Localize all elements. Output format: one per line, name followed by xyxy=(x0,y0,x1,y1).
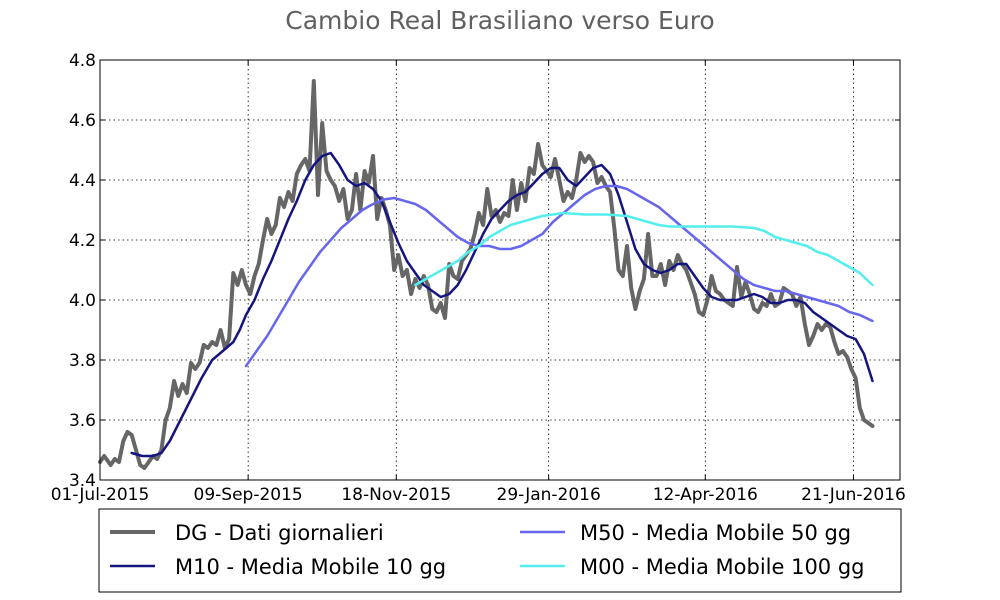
y-tick-label: 3.4 xyxy=(69,471,96,491)
y-tick-label: 4.8 xyxy=(69,51,96,71)
x-tick-label: 09-Sep-2015 xyxy=(194,485,303,505)
chart-title: Cambio Real Brasiliano verso Euro xyxy=(285,6,714,35)
x-tick-label: 21-Jun-2016 xyxy=(801,485,906,505)
y-tick-label: 3.8 xyxy=(69,351,96,371)
y-tick-label: 4.4 xyxy=(69,171,96,191)
y-tick-label: 4.6 xyxy=(69,111,96,131)
series-line-m10 xyxy=(130,151,874,458)
series-line-m50 xyxy=(244,184,874,368)
legend-label-m00: M00 - Media Mobile 100 gg xyxy=(580,555,865,579)
x-tick-label: 29-Jan-2016 xyxy=(497,485,601,505)
plot-frame xyxy=(99,59,901,481)
series-line-m00 xyxy=(414,211,874,287)
y-tick-label: 3.6 xyxy=(69,411,96,431)
grid xyxy=(100,60,900,480)
legend-box xyxy=(98,508,902,593)
legend-label-m10: M10 - Media Mobile 10 gg xyxy=(175,555,446,579)
series-lines xyxy=(98,79,875,470)
legend-label-dg: DG - Dati giornalieri xyxy=(175,521,384,545)
y-tick-label: 4.2 xyxy=(69,231,96,251)
legend: DG - Dati giornalieri M10 - Media Mobile… xyxy=(98,508,902,593)
legend-label-m50: M50 - Media Mobile 50 gg xyxy=(580,521,851,545)
x-tick-label: 01-Jul-2015 xyxy=(51,485,150,505)
x-tick-label: 12-Apr-2016 xyxy=(653,485,758,505)
series-line-dg xyxy=(98,79,875,470)
x-tick-label: 18-Nov-2015 xyxy=(341,485,451,505)
tick-labels: 3.4 3.6 3.8 4.0 4.2 4.4 4.6 4.8 01-Jul-2015 09-Se… xyxy=(51,51,906,505)
y-tick-label: 4.0 xyxy=(69,291,96,311)
